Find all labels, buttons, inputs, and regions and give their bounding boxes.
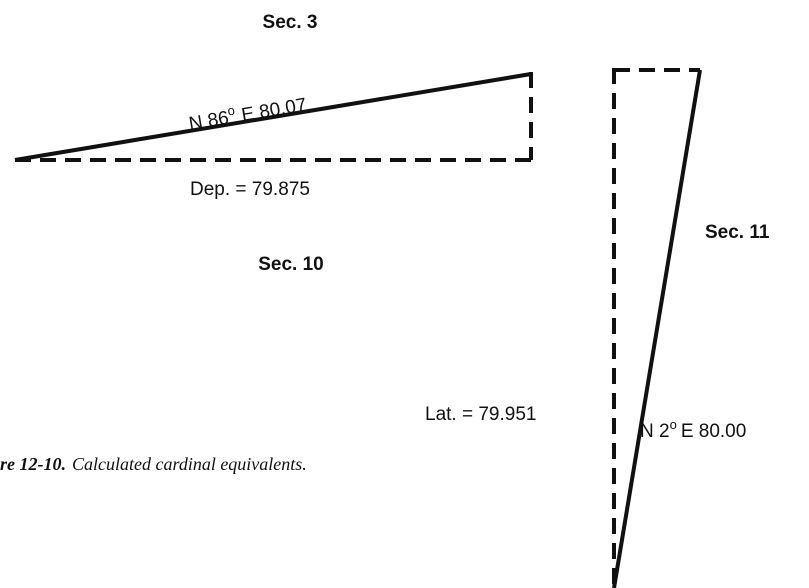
bearing-text: N 86 [187,108,230,135]
bearing-text: E 80.00 [681,421,747,442]
caption-text: Calculated cardinal equivalents. [72,454,307,474]
bearing-text: E 80.07 [240,95,308,127]
bearing-label: N 86o E 80.07 [187,91,308,135]
section-label: Sec. 11 [705,222,770,243]
section-label: Sec. 10 [258,254,324,275]
caption-label: re 12-10. [0,454,66,474]
latitude-label: Lat. = 79.951 [425,404,536,425]
departure-label: Dep. = 79.875 [190,179,310,200]
section-label: Sec. 3 [263,12,318,33]
bearing-label: N 2o E 80.00 [640,417,746,442]
degree-mark: o [226,102,236,118]
caption: re 12-10. Calculated cardinal equivalents… [0,454,307,474]
bearing-text: N 2 [640,421,670,442]
traverse-line [612,69,702,588]
degree-mark: o [670,417,677,432]
traverse-line [14,72,532,162]
